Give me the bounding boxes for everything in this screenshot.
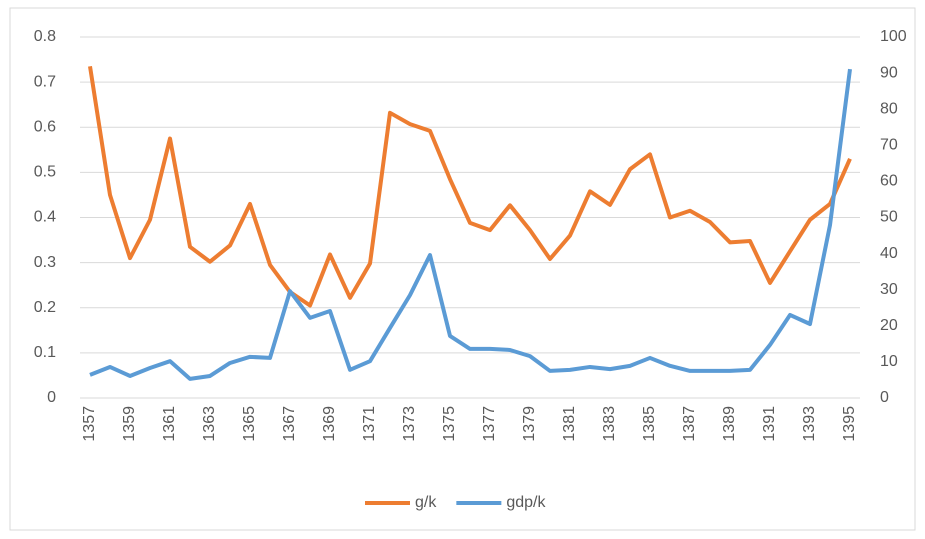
- y2-tick-label: 80: [880, 100, 898, 117]
- x-tick-label: 1377: [481, 406, 498, 442]
- y-tick-label: 0.7: [34, 73, 56, 90]
- legend-label: g/k: [415, 494, 437, 511]
- y-tick-label: 0.6: [34, 118, 56, 135]
- x-tick-label: 1365: [241, 406, 258, 442]
- y-tick-label: 0.3: [34, 254, 56, 271]
- series-line: [89, 68, 852, 381]
- x-tick-label: 1361: [161, 406, 178, 442]
- y2-tick-label: 0: [880, 389, 889, 406]
- y2-tick-label: 100: [880, 28, 907, 45]
- x-tick-label: 1389: [721, 406, 738, 442]
- legend-label: gdp/k: [506, 494, 546, 511]
- y-tick-label: 0.1: [34, 344, 56, 361]
- x-tick-label: 1375: [441, 406, 458, 442]
- x-tick-label: 1387: [681, 406, 698, 442]
- x-tick-label: 1363: [201, 406, 218, 442]
- x-tick-label: 1393: [801, 406, 818, 442]
- x-tick-label: 1383: [601, 406, 618, 442]
- x-tick-label: 1357: [81, 406, 98, 442]
- y2-tick-label: 70: [880, 137, 898, 154]
- x-tick-label: 1373: [401, 406, 418, 442]
- y2-tick-label: 90: [880, 64, 898, 81]
- x-tick-label: 1369: [321, 406, 338, 442]
- y2-tick-label: 10: [880, 353, 898, 370]
- y2-tick-label: 30: [880, 281, 898, 298]
- x-tick-label: 1385: [641, 406, 658, 442]
- x-tick-label: 1371: [361, 406, 378, 442]
- y2-tick-label: 50: [880, 209, 898, 226]
- y-tick-label: 0.4: [34, 209, 56, 226]
- y-tick-label: 0.2: [34, 299, 56, 316]
- x-tick-label: 1367: [281, 406, 298, 442]
- y-tick-label: 0.5: [34, 164, 56, 181]
- x-tick-label: 1391: [761, 406, 778, 442]
- series-line: [88, 66, 852, 308]
- x-tick-label: 1381: [561, 406, 578, 442]
- y2-tick-label: 60: [880, 173, 898, 190]
- y-tick-label: 0: [47, 389, 56, 406]
- y2-tick-label: 40: [880, 245, 898, 262]
- y2-tick-label: 20: [880, 317, 898, 334]
- y-tick-label: 0.8: [34, 28, 56, 45]
- x-tick-label: 1379: [521, 406, 538, 442]
- x-tick-label: 1395: [841, 406, 858, 442]
- x-tick-label: 1359: [121, 406, 138, 442]
